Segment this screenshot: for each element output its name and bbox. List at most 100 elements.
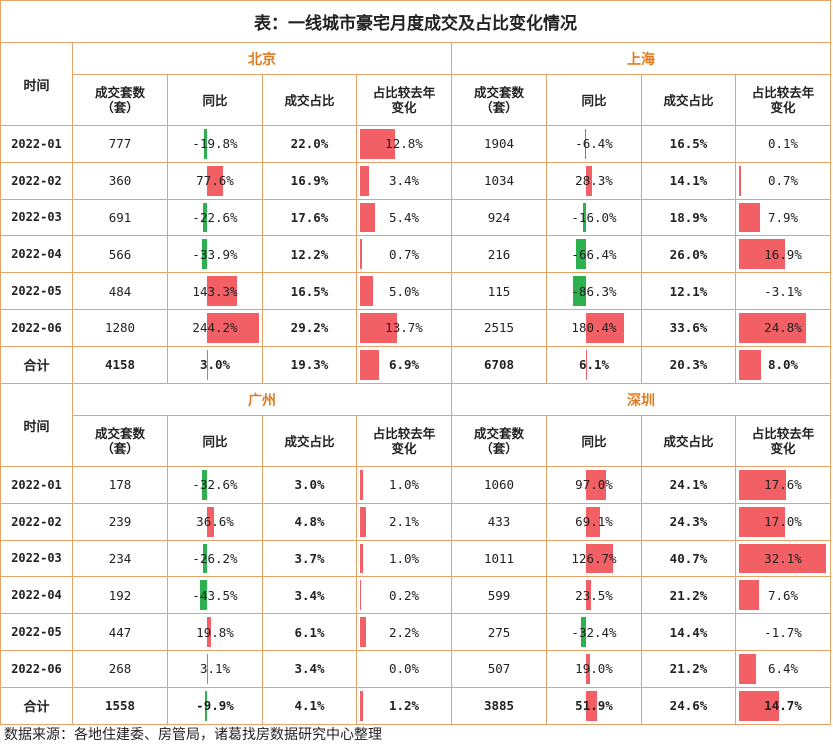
share-change-bar: [739, 690, 779, 721]
share-change-bar: [360, 617, 366, 647]
share-change-bar: [739, 239, 785, 270]
city-name: 广州: [72, 383, 452, 416]
share-change-bar: [360, 470, 363, 500]
row-date-value: 2022-02: [11, 514, 62, 529]
column-header-yoy: 同比: [167, 74, 263, 126]
share-cell: 29.2%: [262, 308, 357, 347]
table-row: 2022-03 691 -22.6% 17.6% 5.4% 924 -16.0% 18.9% 7…: [0, 198, 831, 237]
city-header-row: 时间 北京 上海: [0, 42, 831, 126]
column-header-row: 成交套数 （套） 同比 成交占比 占比较去年 变化 成交套数 （套） 同比 成交占比 占比较去…: [1, 415, 831, 467]
share-cell: 12.2%: [262, 235, 357, 274]
share-change-bar: [739, 506, 785, 537]
yoy-bar: [585, 312, 625, 343]
share-cell-value: 16.9%: [290, 173, 329, 189]
share-change-bar: [360, 349, 379, 380]
yoy-cell-value: 23.5%: [575, 587, 613, 603]
row-date: 2022-02: [0, 161, 73, 200]
share-change-cell: 0.1%: [735, 125, 831, 163]
share-cell: 4.1%: [262, 686, 357, 725]
share-change-bar: [360, 129, 395, 159]
yoy-cell: 6.1%: [546, 345, 642, 384]
yoy-bar: [585, 653, 590, 684]
units-cell: 275: [451, 613, 547, 651]
column-header-share-change-value: 占比较去年 变化: [372, 85, 436, 115]
yoy-cell: 3.1%: [167, 649, 263, 688]
time-header: 时间: [0, 42, 73, 126]
total-row: 合计 1558 -9.9% 4.1% 1.2% 3885 51.9% 24.6% 14.7%: [0, 686, 831, 725]
units-cell-value: 2515: [483, 320, 515, 336]
yoy-cell: -66.4%: [546, 235, 642, 274]
yoy-cell-value: 19.8%: [196, 624, 234, 640]
share-cell: 17.6%: [262, 198, 357, 237]
row-date-value: 2022-04: [11, 247, 62, 262]
source-note: 数据来源：各地住建委、房管局，诸葛找房数据研究中心整理: [4, 727, 382, 743]
column-header-row: 成交套数 （套） 同比 成交占比 占比较去年 变化 成交套数 （套） 同比 成交占比 占比较去…: [1, 74, 831, 126]
yoy-cell: 19.8%: [167, 613, 263, 651]
units-cell-value: 1011: [483, 550, 515, 566]
table-row: 2022-06 1280 244.2% 29.2% 13.7% 2515 180.4% 33.…: [0, 308, 831, 347]
units-cell-value: 1060: [483, 477, 515, 493]
yoy-cell: -32.6%: [167, 466, 263, 504]
share-change-cell: 32.1%: [735, 539, 831, 578]
share-change-bar: [360, 312, 397, 343]
row-date: 2022-04: [0, 235, 73, 274]
units-cell-value: 1904: [483, 136, 515, 152]
city-name: 北京: [72, 42, 452, 75]
share-change-cell: 0.2%: [356, 576, 452, 615]
row-date: 2022-05: [0, 272, 73, 310]
table-row: 2022-06 268 3.1% 3.4% 0.0% 507 19.0% 21.2% 6.4%: [0, 649, 831, 688]
share-cell: 16.5%: [641, 125, 736, 163]
share-cell-value: 33.6%: [669, 320, 708, 336]
share-change-cell-value: 17.6%: [764, 477, 802, 493]
yoy-cell: -32.4%: [546, 613, 642, 651]
column-header-units-value: 成交套数 （套）: [473, 85, 524, 115]
yoy-bar: [580, 617, 586, 647]
yoy-bar: [584, 129, 586, 159]
share-change-cell-value: 5.4%: [388, 209, 420, 225]
yoy-cell: 97.0%: [546, 466, 642, 504]
share-change-bar: [739, 543, 826, 574]
share-cell: 24.6%: [641, 686, 736, 725]
yoy-cell: -86.3%: [546, 272, 642, 310]
share-change-bar: [739, 349, 761, 380]
share-change-cell: 3.4%: [356, 161, 452, 200]
share-cell: 24.3%: [641, 502, 736, 541]
share-cell: 3.0%: [262, 466, 357, 504]
column-header-units: 成交套数 （套）: [451, 415, 547, 467]
row-date-value: 2022-05: [11, 625, 62, 640]
units-cell: 360: [72, 161, 168, 200]
share-cell-value: 3.4%: [294, 661, 325, 677]
share-cell: 24.1%: [641, 466, 736, 504]
row-date: 2022-06: [0, 308, 73, 347]
share-change-cell-value: 2.1%: [388, 514, 420, 530]
units-cell: 447: [72, 613, 168, 651]
share-change-cell: 16.9%: [735, 235, 831, 274]
yoy-cell-value: -26.2%: [192, 550, 238, 566]
share-change-cell: 24.8%: [735, 308, 831, 347]
share-change-bar: [360, 202, 375, 233]
yoy-cell-value: 77.6%: [196, 173, 234, 189]
column-header-share-value: 成交占比: [284, 92, 335, 108]
row-date-value: 2022-06: [11, 320, 62, 335]
yoy-bar: [585, 349, 587, 380]
table-row: 2022-05 447 19.8% 6.1% 2.2% 275 -32.4% 14.4% -1.…: [0, 613, 831, 651]
yoy-cell: -33.9%: [167, 235, 263, 274]
units-cell: 3885: [451, 686, 547, 725]
yoy-bar: [585, 690, 597, 721]
yoy-cell: -22.6%: [167, 198, 263, 237]
units-cell: 566: [72, 235, 168, 274]
column-header-share-value: 成交占比: [284, 433, 335, 449]
yoy-cell: 126.7%: [546, 539, 642, 578]
yoy-bar: [576, 239, 586, 270]
yoy-cell-value: 3.0%: [199, 357, 231, 373]
yoy-bar: [201, 239, 207, 270]
share-change-cell-value: 13.7%: [385, 320, 423, 336]
column-header-share: 成交占比: [641, 415, 736, 467]
table-row: 2022-01 777 -19.8% 22.0% 12.8% 1904 -6.4% 16.5%…: [0, 125, 831, 163]
share-cell-value: 21.2%: [669, 661, 708, 677]
yoy-cell-value: 28.3%: [575, 173, 613, 189]
city-name-value: 上海: [627, 51, 655, 68]
table-section-guangzhou-shenzhen: 时间 广州 深圳 成交套数 （套） 同比 成交占比 占比较去年 变化 成交套数 （套） 同比 成交…: [0, 383, 831, 725]
share-cell-value: 12.1%: [669, 283, 708, 299]
yoy-bar: [206, 506, 215, 537]
